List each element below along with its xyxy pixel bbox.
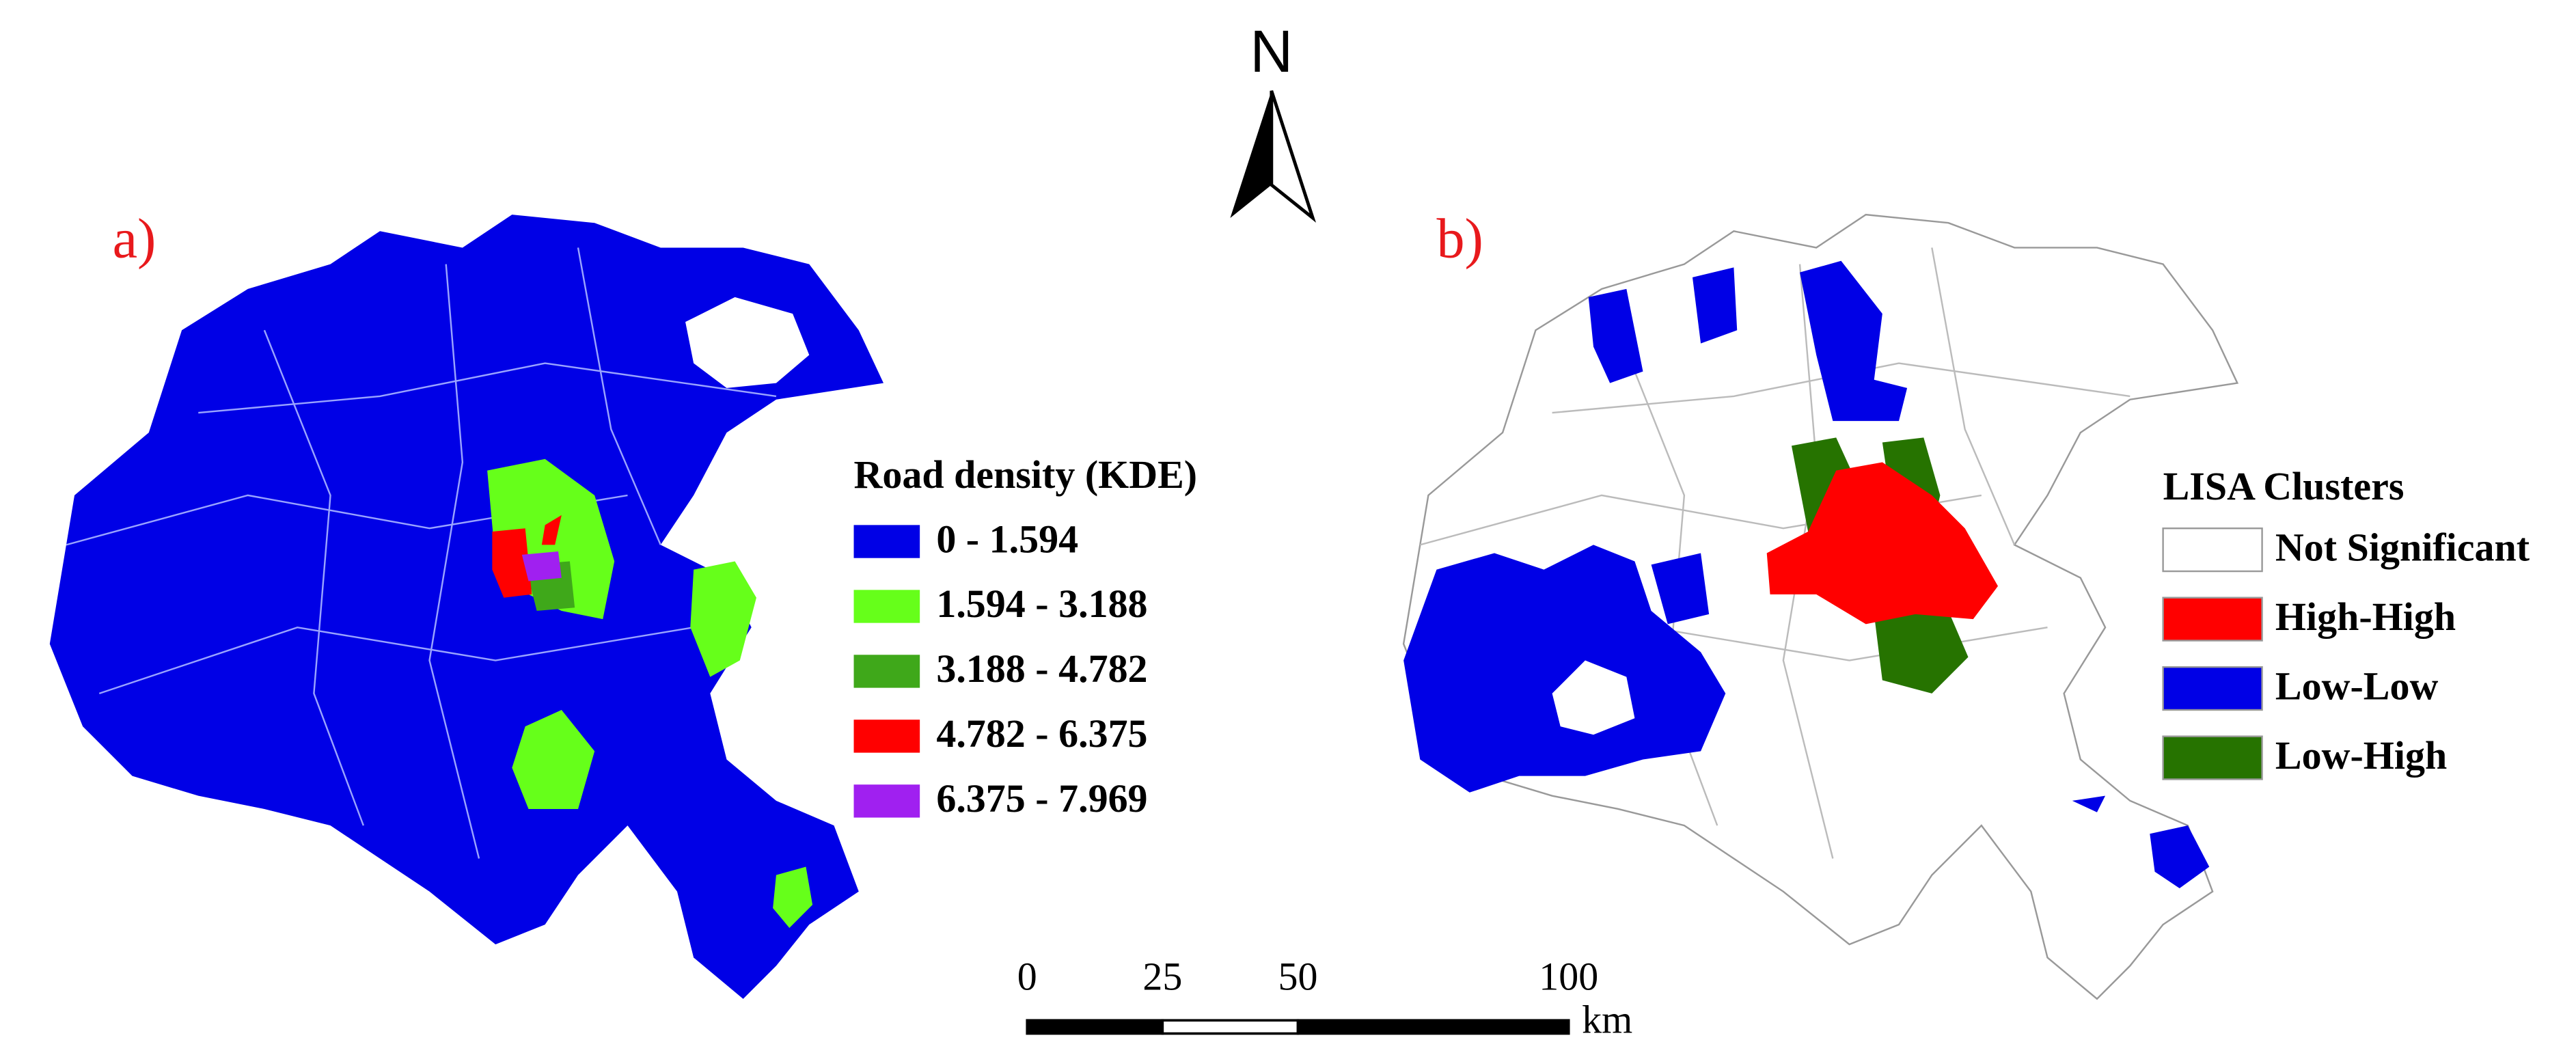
legend-swatch <box>2162 527 2263 573</box>
region <box>690 561 756 677</box>
region <box>521 551 562 581</box>
north-label: N <box>1250 18 1293 85</box>
scale-segment <box>1026 1019 1164 1035</box>
annotations: a) Road density (KDE) 0 - 1.594 1.594 - 3.1… <box>113 207 2530 1041</box>
scale-segment <box>1161 1019 1300 1035</box>
region <box>1651 553 1710 625</box>
legend-swatch <box>853 720 920 753</box>
region <box>541 515 562 545</box>
legend-label: 0 - 1.594 <box>936 517 1078 561</box>
hole <box>1552 660 1635 735</box>
region <box>1874 611 1969 694</box>
legend-swatch <box>853 655 920 688</box>
legend-label: Not Significant <box>2275 525 2530 569</box>
north-arrow-right <box>1270 90 1317 223</box>
legend-swatch <box>853 590 920 623</box>
panel-label: a) <box>113 207 156 269</box>
scale-tick-label: 25 <box>1142 955 1182 999</box>
lake <box>685 297 810 388</box>
scale-tick-label: 50 <box>1278 955 1318 999</box>
legend-swatch <box>2162 597 2263 642</box>
legend-swatch <box>853 525 920 558</box>
legend-swatch <box>2162 735 2263 780</box>
region <box>512 709 595 809</box>
legend-title: LISA Clusters <box>2163 464 2404 508</box>
north-arrow-left <box>1230 90 1272 218</box>
region <box>2072 795 2106 812</box>
map-b <box>1402 213 2239 1000</box>
region <box>2150 825 2210 888</box>
region <box>492 528 532 598</box>
map-a <box>49 215 884 999</box>
scale-tick-label: 100 <box>1539 955 1598 999</box>
region <box>49 215 884 999</box>
scale-unit: km <box>1582 997 1632 1041</box>
panel-label: b) <box>1436 207 1483 269</box>
legend-swatch <box>2162 666 2263 711</box>
region <box>1402 213 2239 1000</box>
scale-tick-label: 0 <box>1017 955 1037 999</box>
legend-label: 1.594 - 3.188 <box>936 581 1147 626</box>
scale-segment <box>1296 1019 1570 1035</box>
legend-label: 3.188 - 4.782 <box>936 646 1147 691</box>
legend-label: High-High <box>2275 594 2456 639</box>
region <box>1692 267 1738 344</box>
region <box>1800 260 1908 422</box>
region <box>1766 462 1998 625</box>
legend-swatch <box>853 784 920 818</box>
region <box>773 866 813 928</box>
legend-label: Low-Low <box>2275 663 2439 708</box>
legend-label: 6.375 - 7.969 <box>936 776 1147 821</box>
legend-label: Low-High <box>2275 733 2447 778</box>
district-boundary <box>66 247 777 859</box>
region <box>1588 288 1643 383</box>
legend-label: 4.782 - 6.375 <box>936 711 1147 756</box>
legend-title: Road density (KDE) <box>854 452 1198 497</box>
region <box>1403 545 1726 793</box>
